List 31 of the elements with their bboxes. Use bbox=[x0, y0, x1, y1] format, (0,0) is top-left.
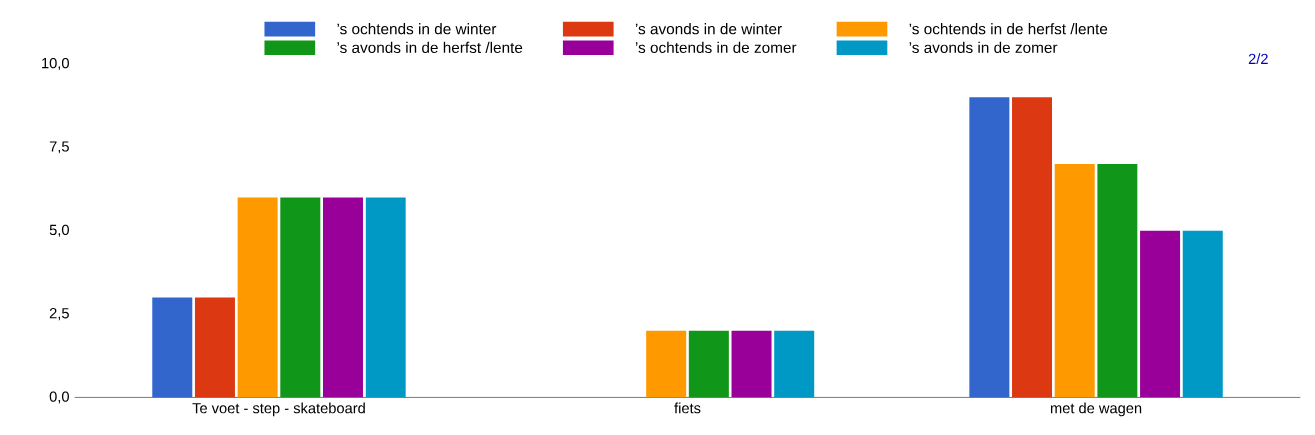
bar bbox=[688, 330, 729, 398]
bar bbox=[1182, 230, 1223, 398]
legend-label: ’s ochtends in de herfst /lente bbox=[909, 23, 1108, 35]
legend-label: ’s avonds in de herfst /lente bbox=[337, 41, 523, 54]
bar bbox=[365, 197, 406, 398]
bar bbox=[237, 197, 278, 398]
bar bbox=[1054, 164, 1095, 398]
y-tick-label: 7,5 bbox=[49, 141, 69, 154]
bar bbox=[152, 297, 193, 398]
legend-label: ’s avonds in de winter bbox=[635, 23, 782, 35]
y-tick-label: 2,5 bbox=[49, 308, 69, 321]
y-tick-label: 10,0 bbox=[42, 58, 69, 71]
bar bbox=[731, 330, 772, 398]
x-tick-label: fiets bbox=[674, 402, 701, 414]
annotation: 2/2 bbox=[1248, 53, 1268, 65]
bar bbox=[280, 197, 321, 398]
bar bbox=[646, 330, 687, 398]
bar bbox=[194, 297, 235, 398]
x-tick-label: Te voet - step - skateboard bbox=[192, 402, 365, 417]
y-tick-label: 0,0 bbox=[49, 391, 69, 404]
bar bbox=[322, 197, 363, 398]
y-tick-label: 5,0 bbox=[49, 224, 69, 237]
x-tick-label: met de wagen bbox=[1050, 402, 1142, 417]
legend-label: ’s ochtends in de zomer bbox=[635, 41, 797, 54]
bar bbox=[774, 330, 815, 398]
bar bbox=[969, 97, 1010, 398]
bar bbox=[1097, 164, 1138, 398]
bar bbox=[1140, 230, 1181, 398]
bar bbox=[1012, 97, 1053, 398]
legend-label: ’s ochtends in de winter bbox=[337, 23, 497, 35]
legend-label: ’s avonds in de zomer bbox=[909, 41, 1058, 54]
